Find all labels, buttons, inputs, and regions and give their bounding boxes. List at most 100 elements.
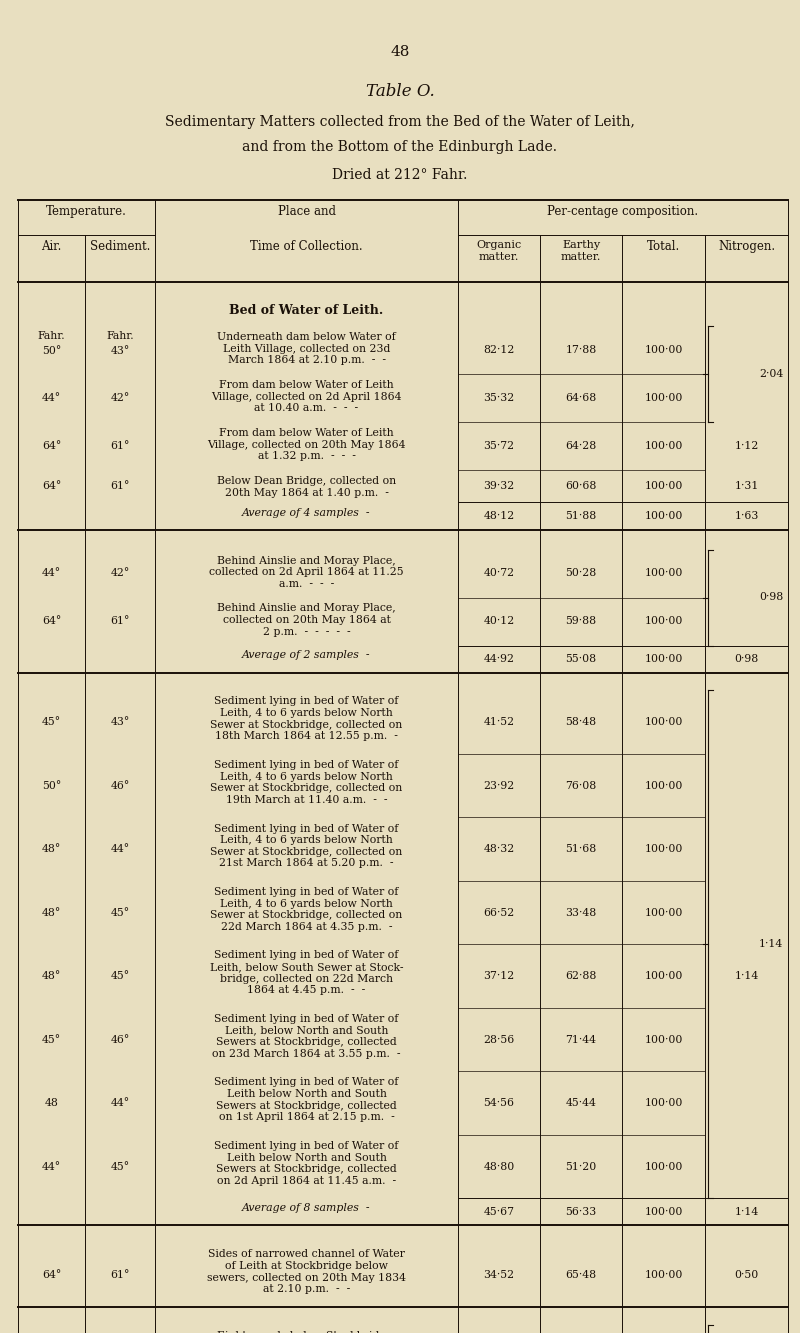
Text: 35·32: 35·32 <box>483 393 514 403</box>
Text: 34·52: 34·52 <box>483 1270 514 1280</box>
Text: 48: 48 <box>390 45 410 59</box>
Text: 54·56: 54·56 <box>483 1098 514 1108</box>
Text: 64°: 64° <box>42 616 61 627</box>
Text: 100·00: 100·00 <box>644 511 682 521</box>
Text: 46°: 46° <box>110 1034 130 1045</box>
Text: 100·00: 100·00 <box>644 481 682 492</box>
Text: 45°: 45° <box>110 908 130 917</box>
Text: 48°: 48° <box>42 844 61 854</box>
Text: 45°: 45° <box>110 1162 130 1172</box>
Text: Bed of Water of Leith.: Bed of Water of Leith. <box>230 304 384 317</box>
Text: 64°: 64° <box>42 1270 61 1280</box>
Text: 1·31: 1·31 <box>734 481 758 492</box>
Text: 60·68: 60·68 <box>566 481 597 492</box>
Text: 45°: 45° <box>110 972 130 981</box>
Text: 71·44: 71·44 <box>566 1034 597 1045</box>
Text: 100·00: 100·00 <box>644 844 682 854</box>
Text: 0·98: 0·98 <box>734 655 758 664</box>
Text: Air.: Air. <box>42 240 62 253</box>
Text: 43°: 43° <box>110 717 130 728</box>
Text: 45°: 45° <box>42 717 61 728</box>
Text: Sides of narrowed channel of Water
of Leith at Stockbridge below
sewers, collect: Sides of narrowed channel of Water of Le… <box>207 1249 406 1294</box>
Text: 1·14: 1·14 <box>758 940 783 949</box>
Text: 62·88: 62·88 <box>566 972 597 981</box>
Text: 100·00: 100·00 <box>644 345 682 355</box>
Text: 44°: 44° <box>110 1098 130 1108</box>
Text: 51·88: 51·88 <box>566 511 597 521</box>
Text: 45·67: 45·67 <box>483 1206 514 1217</box>
Text: Sediment lying in bed of Water of
Leith, 4 to 6 yards below North
Sewer at Stock: Sediment lying in bed of Water of Leith,… <box>210 886 402 932</box>
Text: 64·28: 64·28 <box>566 441 597 451</box>
Text: 40·72: 40·72 <box>483 568 514 579</box>
Text: 48·32: 48·32 <box>483 844 514 854</box>
Text: 100·00: 100·00 <box>644 1034 682 1045</box>
Text: Behind Ainslie and Moray Place,
collected on 20th May 1864 at
2 p.m.  -  -  -  -: Behind Ainslie and Moray Place, collecte… <box>217 604 396 637</box>
Text: 66·52: 66·52 <box>483 908 514 917</box>
Text: 48·12: 48·12 <box>483 511 514 521</box>
Text: 64°: 64° <box>42 481 61 492</box>
Text: Table O.: Table O. <box>366 83 434 100</box>
Text: Sediment.: Sediment. <box>90 240 150 253</box>
Text: 1·14: 1·14 <box>734 1206 758 1217</box>
Text: 50°: 50° <box>42 781 61 790</box>
Text: Average of 2 samples  -: Average of 2 samples - <box>242 651 370 660</box>
Text: 100·00: 100·00 <box>644 1098 682 1108</box>
Text: and from the Bottom of the Edinburgh Lade.: and from the Bottom of the Edinburgh Lad… <box>242 140 558 155</box>
Text: 100·00: 100·00 <box>644 1270 682 1280</box>
Text: 39·32: 39·32 <box>483 481 514 492</box>
Text: Sediment lying in bed of Water of
Leith, below South Sewer at Stock-
bridge, col: Sediment lying in bed of Water of Leith,… <box>210 950 403 996</box>
Text: Sediment lying in bed of Water of
Leith below North and South
Sewers at Stockbri: Sediment lying in bed of Water of Leith … <box>214 1077 398 1122</box>
Text: 61°: 61° <box>110 1270 130 1280</box>
Text: 100·00: 100·00 <box>644 655 682 664</box>
Text: From dam below Water of Leith
Village, collected on 2d April 1864
at 10.40 a.m. : From dam below Water of Leith Village, c… <box>211 380 402 413</box>
Text: 55·08: 55·08 <box>566 655 597 664</box>
Text: Fahr.: Fahr. <box>106 331 134 341</box>
Text: 51·68: 51·68 <box>566 844 597 854</box>
Text: Per-centage composition.: Per-centage composition. <box>547 205 698 219</box>
Text: Earthy
matter.: Earthy matter. <box>561 240 601 261</box>
Text: 45°: 45° <box>42 1034 61 1045</box>
Text: 61°: 61° <box>110 441 130 451</box>
Text: 42°: 42° <box>110 393 130 403</box>
Text: 44°: 44° <box>42 1162 61 1172</box>
Text: 1·12: 1·12 <box>734 441 758 451</box>
Text: Temperature.: Temperature. <box>46 205 127 219</box>
Text: Sediment lying in bed of Water of
Leith, 4 to 6 yards below North
Sewer at Stock: Sediment lying in bed of Water of Leith,… <box>210 824 402 868</box>
Text: 48°: 48° <box>42 908 61 917</box>
Text: 43°: 43° <box>110 347 130 356</box>
Text: Sediment lying in bed of Water of
Leith below North and South
Sewers at Stockbri: Sediment lying in bed of Water of Leith … <box>214 1141 398 1186</box>
Text: 1·63: 1·63 <box>734 511 758 521</box>
Text: 100·00: 100·00 <box>644 717 682 728</box>
Text: 65·48: 65·48 <box>566 1270 597 1280</box>
Text: 1·14: 1·14 <box>734 972 758 981</box>
Text: 41·52: 41·52 <box>483 717 514 728</box>
Text: 23·92: 23·92 <box>483 781 514 790</box>
Text: 100·00: 100·00 <box>644 908 682 917</box>
Text: 61°: 61° <box>110 481 130 492</box>
Text: 50·28: 50·28 <box>566 568 597 579</box>
Text: Below Dean Bridge, collected on
20th May 1864 at 1.40 p.m.  -: Below Dean Bridge, collected on 20th May… <box>217 476 396 497</box>
Text: 51·20: 51·20 <box>566 1162 597 1172</box>
Text: 100·00: 100·00 <box>644 568 682 579</box>
Text: 42°: 42° <box>110 568 130 579</box>
Text: Sediment lying in bed of Water of
Leith, below North and South
Sewers at Stockbr: Sediment lying in bed of Water of Leith,… <box>212 1014 401 1058</box>
Text: 46°: 46° <box>110 781 130 790</box>
Text: From dam below Water of Leith
Village, collected on 20th May 1864
at 1.32 p.m.  : From dam below Water of Leith Village, c… <box>207 428 406 461</box>
Text: 56·33: 56·33 <box>566 1206 597 1217</box>
Text: 44·92: 44·92 <box>483 655 514 664</box>
Text: 50°: 50° <box>42 347 61 356</box>
Text: 44°: 44° <box>42 568 61 579</box>
Text: 100·00: 100·00 <box>644 781 682 790</box>
Text: 100·00: 100·00 <box>644 1206 682 1217</box>
Text: 2·04: 2·04 <box>758 369 783 379</box>
Text: Organic
matter.: Organic matter. <box>476 240 522 261</box>
Text: Dried at 212° Fahr.: Dried at 212° Fahr. <box>332 168 468 183</box>
Text: 48·80: 48·80 <box>483 1162 514 1172</box>
Text: 33·48: 33·48 <box>566 908 597 917</box>
Text: Sediment lying in bed of Water of
Leith, 4 to 6 yards below North
Sewer at Stock: Sediment lying in bed of Water of Leith,… <box>210 760 402 805</box>
Text: 0·50: 0·50 <box>734 1270 758 1280</box>
Text: 37·12: 37·12 <box>483 972 514 981</box>
Text: 100·00: 100·00 <box>644 393 682 403</box>
Text: 17·88: 17·88 <box>566 345 597 355</box>
Text: Underneath dam below Water of
Leith Village, collected on 23d
March 1864 at 2.10: Underneath dam below Water of Leith Vill… <box>217 332 396 365</box>
